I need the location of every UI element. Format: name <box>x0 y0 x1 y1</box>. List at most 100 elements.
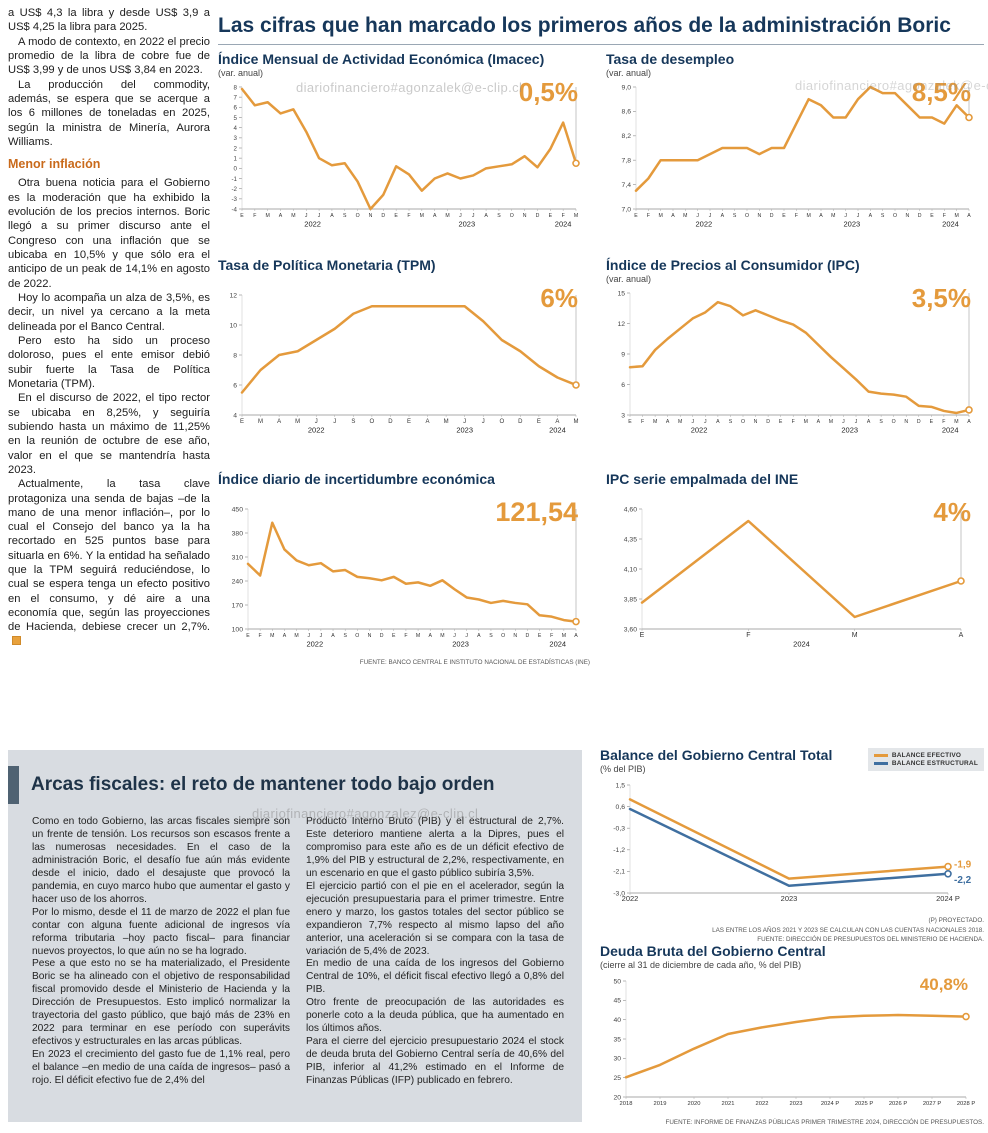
svg-text:J: J <box>842 419 845 425</box>
svg-text:F: F <box>404 633 407 639</box>
svg-text:S: S <box>729 419 733 425</box>
chart-subtitle: (var. anual) <box>606 274 652 285</box>
svg-text:O: O <box>370 419 375 425</box>
svg-text:J: J <box>453 633 456 639</box>
svg-text:A: A <box>330 213 334 219</box>
svg-text:A: A <box>279 213 283 219</box>
headline-accent-bar <box>8 766 19 804</box>
svg-text:380: 380 <box>232 531 244 538</box>
svg-text:J: J <box>704 419 707 425</box>
svg-text:2024 P: 2024 P <box>936 894 960 903</box>
legend-item: BALANCE ESTRUCTURAL <box>873 760 978 767</box>
svg-text:2024: 2024 <box>793 640 810 649</box>
svg-text:6: 6 <box>621 382 625 389</box>
svg-text:2022: 2022 <box>308 426 325 435</box>
svg-text:1: 1 <box>234 156 238 163</box>
svg-text:2023: 2023 <box>841 426 858 435</box>
svg-text:2024: 2024 <box>942 220 959 229</box>
svg-text:J: J <box>696 213 699 219</box>
svg-text:A: A <box>967 419 971 425</box>
svg-text:M: M <box>653 419 657 425</box>
svg-text:F: F <box>641 419 644 425</box>
svg-text:M: M <box>445 213 449 219</box>
paragraph: (P) PROYECTADO. <box>928 917 984 925</box>
page-title: Las cifras que han marcado los primeros … <box>218 14 984 45</box>
legend-swatch <box>873 762 888 765</box>
fiscal-headline: Arcas fiscales: el reto de mantener todo… <box>31 774 495 795</box>
svg-text:J: J <box>844 213 847 219</box>
svg-text:S: S <box>343 633 347 639</box>
svg-text:2021: 2021 <box>722 1101 735 1107</box>
svg-text:4: 4 <box>234 125 238 132</box>
legend-swatch <box>873 754 888 757</box>
svg-text:A: A <box>959 632 964 639</box>
paragraph: Pese a que esto no se ha materializado, … <box>32 958 290 1048</box>
chart-title: Índice diario de incertidumbre económica <box>218 471 495 487</box>
svg-text:5: 5 <box>234 115 238 122</box>
svg-text:4,35: 4,35 <box>624 537 637 544</box>
svg-text:7,4: 7,4 <box>622 182 632 189</box>
svg-text:2024 P: 2024 P <box>821 1101 840 1107</box>
svg-text:E: E <box>640 632 645 639</box>
ipc-empalmada-line-chart: 4,60 4,35 4,10 3,85 3,60E F M A 2024 <box>624 507 965 649</box>
latest-value-label: 0,5% <box>518 77 578 108</box>
chart-title: Tasa de desempleo <box>606 51 735 67</box>
svg-text:D: D <box>526 633 530 639</box>
svg-text:N: N <box>523 213 527 219</box>
svg-text:2: 2 <box>234 146 238 153</box>
paragraph: En el discurso de 2022, el tipo rector s… <box>8 392 210 476</box>
svg-text:-2,2: -2,2 <box>954 875 972 886</box>
svg-text:M: M <box>804 419 808 425</box>
svg-text:N: N <box>905 213 909 219</box>
svg-text:30: 30 <box>613 1056 621 1063</box>
chart-balance: Balance del Gobierno Central Total (% de… <box>600 747 984 945</box>
svg-text:M: M <box>562 633 566 639</box>
svg-text:10: 10 <box>229 323 237 330</box>
svg-text:3,85: 3,85 <box>624 597 637 604</box>
svg-text:F: F <box>746 632 750 639</box>
svg-text:M: M <box>852 632 858 639</box>
svg-text:O: O <box>510 213 514 219</box>
svg-text:A: A <box>555 419 559 425</box>
chart-ipc-empalmada: IPC serie empalmada del INE 4,60 4,35 4,10… <box>606 471 983 658</box>
svg-text:6: 6 <box>233 383 237 390</box>
chart-subtitle: (cierre al 31 de diciembre de cada año, … <box>600 960 802 971</box>
chart-incertidumbre: Índice diario de incertidumbre económica… <box>218 471 590 666</box>
chart-imacec: Índice Mensual de Actividad Económica (I… <box>218 51 590 238</box>
svg-text:2023: 2023 <box>456 426 473 435</box>
svg-text:9,0: 9,0 <box>622 85 632 92</box>
svg-text:-2: -2 <box>231 186 237 193</box>
svg-text:A: A <box>666 419 670 425</box>
paragraph: Otra buena noticia para el Gobierno es l… <box>8 177 210 290</box>
svg-text:N: N <box>904 419 908 425</box>
svg-text:E: E <box>240 419 244 425</box>
svg-text:J: J <box>318 213 321 219</box>
svg-text:J: J <box>482 419 485 425</box>
svg-text:M: M <box>807 213 811 219</box>
svg-text:A: A <box>426 419 430 425</box>
svg-text:A: A <box>428 633 432 639</box>
svg-text:D: D <box>917 419 921 425</box>
latest-value-label: 40,8% <box>919 975 968 995</box>
svg-text:4,60: 4,60 <box>624 507 637 514</box>
paragraph: Hoy lo acompaña un alza de 3,5%, es deci… <box>8 291 210 333</box>
svg-text:E: E <box>930 419 934 425</box>
svg-text:D: D <box>536 213 540 219</box>
svg-text:12: 12 <box>229 293 237 300</box>
svg-text:4,10: 4,10 <box>624 567 637 574</box>
svg-text:15: 15 <box>617 291 625 298</box>
svg-text:2022: 2022 <box>306 640 323 649</box>
svg-text:M: M <box>270 633 274 639</box>
svg-text:8: 8 <box>233 353 237 360</box>
svg-text:2022: 2022 <box>695 220 712 229</box>
svg-text:2025 P: 2025 P <box>855 1101 874 1107</box>
chart-deuda: Deuda Bruta del Gobierno Central (cierre… <box>600 943 984 1126</box>
svg-text:2022: 2022 <box>304 220 321 229</box>
svg-text:F: F <box>942 419 945 425</box>
legend-item: BALANCE EFECTIVO <box>873 752 978 759</box>
svg-text:F: F <box>562 213 565 219</box>
svg-text:E: E <box>779 419 783 425</box>
svg-text:2018: 2018 <box>620 1101 633 1107</box>
